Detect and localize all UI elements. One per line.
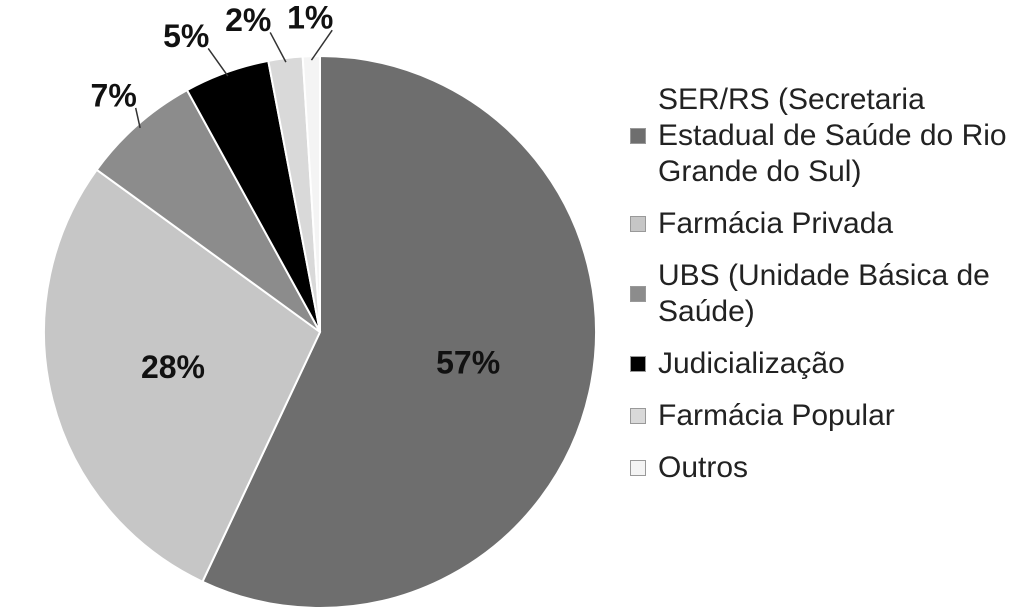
slice-label: 2% bbox=[225, 2, 271, 38]
legend-label: Farmácia Privada bbox=[658, 207, 894, 240]
legend-item: Outros bbox=[630, 450, 1010, 486]
legend-label: Farmácia Popular bbox=[658, 399, 895, 432]
legend-swatch bbox=[630, 286, 646, 302]
legend-item: Farmácia Popular bbox=[630, 398, 1010, 434]
legend-swatch bbox=[630, 356, 646, 372]
legend-label: Judicialização bbox=[658, 347, 845, 380]
slice-label: 1% bbox=[287, 0, 333, 36]
legend-item: UBS (Unidade Básica de Saúde) bbox=[630, 258, 1010, 330]
pie-slice bbox=[95, 88, 321, 333]
legend-swatch bbox=[630, 216, 646, 232]
legend-swatch bbox=[630, 408, 646, 424]
pie-slice bbox=[201, 54, 597, 609]
legend-item: SER/RS (Secretaria Estadual de Saúde do … bbox=[630, 82, 1010, 190]
leader-line bbox=[134, 107, 141, 129]
legend: SER/RS (Secretaria Estadual de Saúde do … bbox=[630, 82, 1010, 502]
legend-label: Outros bbox=[658, 451, 749, 484]
leader-line bbox=[269, 32, 287, 63]
legend-label: SER/RS (Secretaria Estadual de Saúde do … bbox=[658, 83, 1007, 188]
legend-swatch bbox=[630, 460, 646, 476]
pie-slice bbox=[301, 54, 321, 333]
leader-line bbox=[310, 29, 333, 61]
legend-label: UBS (Unidade Básica de Saúde) bbox=[658, 259, 990, 328]
slice-label: 7% bbox=[91, 77, 137, 113]
slice-label: 57% bbox=[436, 345, 500, 381]
leader-line bbox=[207, 48, 229, 77]
legend-item: Judicialização bbox=[630, 346, 1010, 382]
legend-swatch bbox=[630, 128, 646, 144]
legend-item: Farmácia Privada bbox=[630, 206, 1010, 242]
pie-slice bbox=[43, 168, 322, 584]
slice-label: 5% bbox=[163, 18, 209, 54]
slice-label: 28% bbox=[141, 349, 205, 385]
